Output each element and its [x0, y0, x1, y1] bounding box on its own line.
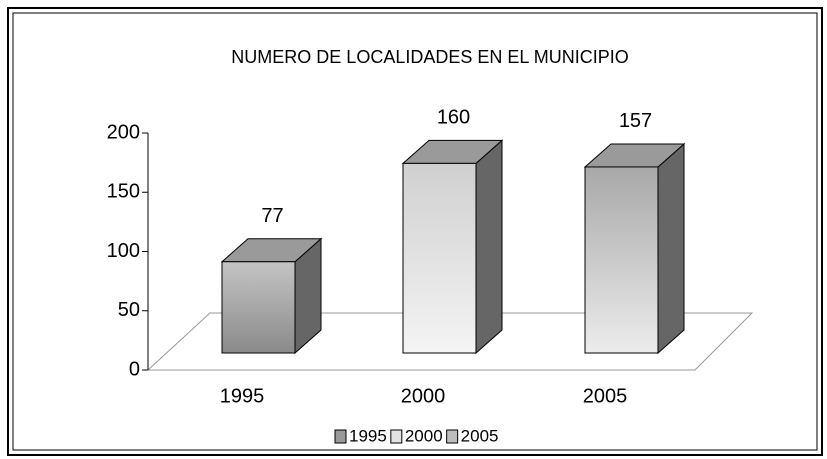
bar	[220, 237, 323, 355]
legend-swatch	[334, 429, 347, 444]
legend-swatch	[390, 429, 403, 444]
value-label: 77	[261, 205, 283, 227]
chart-title: NUMERO DE LOCALIDADES EN EL MUNICIPIO	[231, 47, 628, 67]
value-label: 160	[437, 107, 470, 129]
value-label: 157	[619, 110, 652, 132]
bar	[583, 142, 686, 355]
outer-frame	[7, 7, 823, 456]
x-tick-label: 2000	[401, 385, 446, 407]
x-tick-label: 2005	[583, 385, 628, 407]
y-tick-label: 200	[107, 121, 140, 143]
y-tick-label: 100	[107, 240, 140, 262]
bar-front	[221, 261, 296, 354]
x-tick-label: 1995	[220, 385, 265, 407]
y-tick-label: 150	[107, 181, 140, 203]
floor	[146, 312, 754, 371]
bar-front	[402, 162, 477, 354]
inner-frame	[12, 12, 818, 451]
bar	[401, 139, 504, 355]
legend-label: 2000	[405, 426, 443, 445]
legend-label: 1995	[349, 426, 387, 445]
bar-front	[584, 166, 659, 354]
legend-swatch	[446, 429, 459, 444]
bar-side	[657, 142, 685, 355]
legend-label: 2005	[461, 426, 499, 445]
y-tick-label: 50	[118, 299, 140, 321]
y-tick-label: 0	[129, 358, 140, 380]
bar-side	[475, 139, 503, 355]
